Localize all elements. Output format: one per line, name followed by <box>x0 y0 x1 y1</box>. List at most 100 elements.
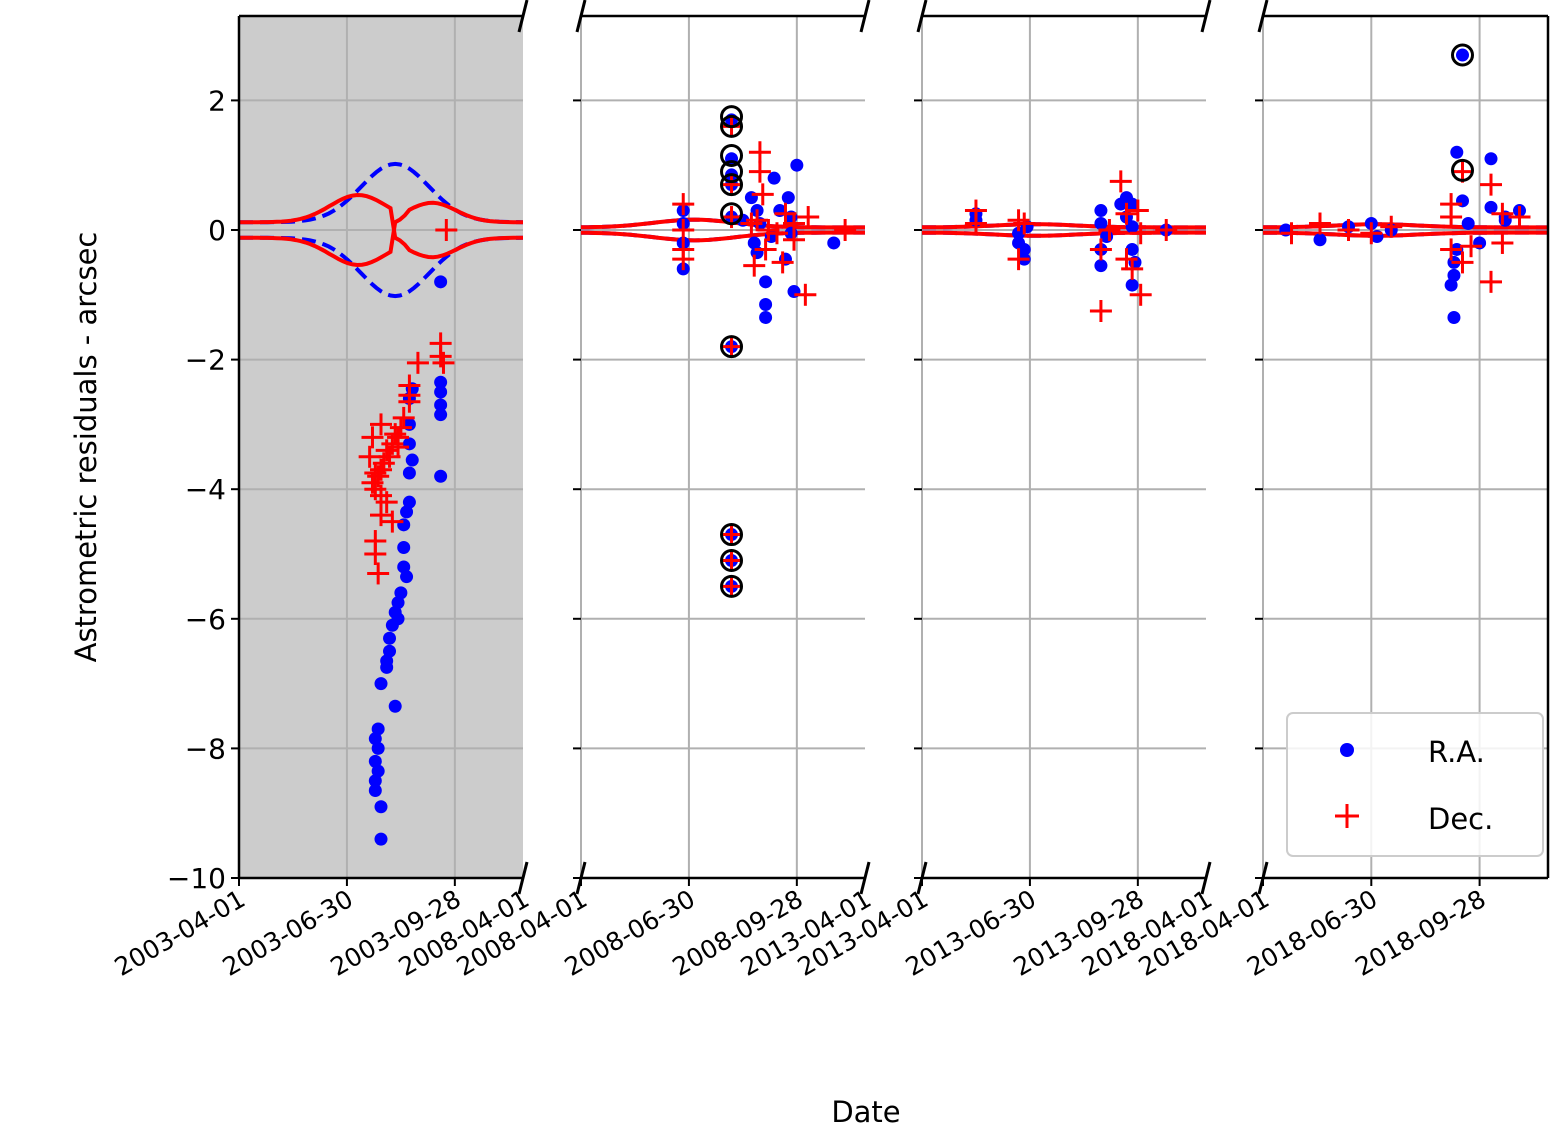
axis-break-mark <box>859 861 871 895</box>
dec-point <box>361 426 384 449</box>
dec-point <box>794 283 817 306</box>
excluded-point-marker <box>720 114 744 138</box>
dec-point <box>720 523 743 546</box>
panel-data <box>581 105 865 598</box>
excluded-point-marker <box>1451 43 1474 67</box>
dec-point <box>748 160 771 183</box>
excluded-point-marker <box>720 105 744 129</box>
axis-break-mark <box>859 0 871 33</box>
dec-point <box>1440 238 1463 261</box>
axis-break-mark <box>517 0 529 33</box>
ra-point <box>434 275 448 289</box>
ra-point <box>374 832 388 846</box>
ra-point <box>374 677 388 691</box>
dec-point <box>1380 215 1403 238</box>
excluded-point-marker <box>720 523 744 547</box>
dec-point <box>1115 202 1138 225</box>
excluded-point-marker <box>1451 158 1474 182</box>
dec-point <box>765 222 788 245</box>
dec-point <box>392 406 415 429</box>
dec-point <box>1115 248 1138 271</box>
dec-point <box>797 206 820 229</box>
dec-point <box>358 445 381 468</box>
ra-point <box>434 385 448 399</box>
legend: R.A. Dec. <box>1286 712 1544 857</box>
dec-point <box>1360 222 1383 245</box>
dec-point <box>381 510 404 533</box>
ra-point <box>434 375 448 389</box>
dec-point <box>783 228 805 251</box>
ra-point <box>383 631 397 645</box>
ra-point <box>1094 259 1108 273</box>
dec-point <box>1013 212 1036 235</box>
dec-point <box>1280 222 1303 245</box>
axis-break-mark <box>1200 0 1212 33</box>
ra-point <box>434 469 448 483</box>
axis-break-mark <box>575 0 587 33</box>
ra-point <box>397 541 411 555</box>
ra-point <box>1444 278 1458 292</box>
ra-point <box>1461 217 1475 231</box>
y-tick-label: −10 <box>167 862 226 895</box>
dec-point <box>748 141 771 164</box>
dec-point <box>406 351 429 374</box>
dec-point <box>1129 222 1152 245</box>
ra-point <box>368 784 382 798</box>
dec-point <box>720 575 743 598</box>
ra-point <box>368 774 382 788</box>
y-tick-label: −4 <box>185 473 226 506</box>
ra-point <box>1456 48 1469 62</box>
ra-point <box>402 466 416 480</box>
ra-point <box>759 310 773 324</box>
dec-point <box>1126 199 1149 222</box>
ra-point <box>434 398 448 412</box>
dec-point <box>1007 209 1030 232</box>
dec-point <box>672 193 695 216</box>
y-tick-label: −2 <box>185 344 226 377</box>
dec-point <box>672 248 695 271</box>
ra-point <box>1484 200 1498 214</box>
ra-point <box>371 741 385 755</box>
dec-point <box>964 212 987 235</box>
ra-point <box>827 236 841 250</box>
dec-point <box>1451 251 1474 274</box>
ra-point <box>400 505 414 519</box>
dec-point <box>751 183 774 206</box>
dec-point <box>1098 219 1121 241</box>
ra-point <box>790 158 804 172</box>
y-tick-label: −6 <box>185 603 226 636</box>
ra-point <box>1017 242 1031 256</box>
axis-break-mark <box>916 0 928 33</box>
y-axis: 2 0 −2 −4 −6 −8 −10 <box>167 84 226 895</box>
ra-point <box>767 171 781 185</box>
panel-data <box>922 170 1206 322</box>
dec-point <box>375 439 398 462</box>
chart-panels: 2003-04-012003-06-302003-09-282008-04-01… <box>110 0 1550 982</box>
ra-point <box>1125 197 1139 211</box>
dec-point <box>1508 206 1531 229</box>
ra-point <box>1125 278 1139 292</box>
dec-point <box>720 335 743 358</box>
dec-point <box>432 351 455 374</box>
dec-point <box>1129 283 1152 306</box>
ra-point <box>1484 152 1498 166</box>
excluded-point-marker <box>720 335 744 359</box>
dec-point <box>1491 231 1514 254</box>
dec-point <box>398 390 421 413</box>
dec-point <box>1491 202 1514 225</box>
ra-point <box>781 191 795 205</box>
legend-dec-label: Dec. <box>1428 802 1493 836</box>
y-tick-label: 2 <box>208 84 226 117</box>
dec-point <box>435 219 458 241</box>
dec-point <box>1480 173 1502 196</box>
ra-point <box>1447 310 1461 324</box>
dec-point <box>1440 206 1463 229</box>
axis-break-mark <box>1200 861 1212 895</box>
dec-point <box>746 209 769 232</box>
excluded-point-marker <box>720 143 744 167</box>
dec-point <box>672 219 695 241</box>
ra-point <box>380 660 394 674</box>
